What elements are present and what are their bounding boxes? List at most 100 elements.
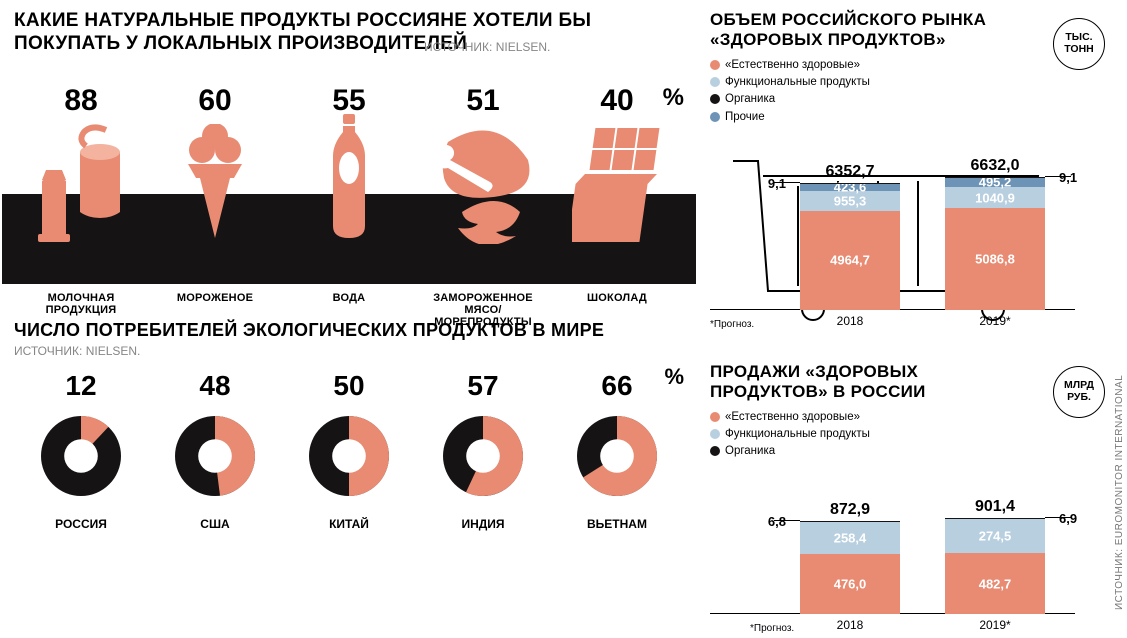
top-right-title: ОБЪЕМ РОССИЙСКОГО РЫНКА«ЗДОРОВЫХ ПРОДУКТ… <box>710 10 1105 51</box>
stacked-bar: 901,4482,7274,56,92019* <box>945 518 1045 615</box>
bar-total: 901,4 <box>945 498 1045 516</box>
bar-segment <box>800 521 900 522</box>
donut-value: 12 <box>14 370 148 402</box>
legend-item: «Естественно здоровые» <box>710 409 1105 426</box>
icecream-icon <box>148 124 282 244</box>
bottom-left-source: ИСТОЧНИК: NIELSEN. <box>14 344 684 358</box>
market-volume: ОБЪЕМ РОССИЙСКОГО РЫНКА«ЗДОРОВЫХ ПРОДУКТ… <box>710 10 1105 334</box>
seg-value: 274,5 <box>979 529 1012 544</box>
product-item: 60МОРОЖЕНОЕ <box>148 84 282 244</box>
seg-value: 5086,8 <box>975 251 1015 266</box>
donut-item: 57 ИНДИЯ <box>416 370 550 531</box>
bar-segment: 4964,7 <box>800 211 900 310</box>
product-label: МОЛОЧНАЯПРОДУКЦИЯ <box>14 292 148 316</box>
stack-chart-bottom: 872,9476,0258,46,82018901,4482,7274,56,9… <box>710 468 1105 638</box>
legend-item: Функциональные продукты <box>710 426 1105 443</box>
donut-item: 12 РОССИЯ <box>14 370 148 531</box>
top-left-title: КАКИЕ НАТУРАЛЬНЫЕ ПРОДУКТЫ РОССИЯНЕ ХОТЕ… <box>14 10 684 56</box>
bar-total: 6632,0 <box>945 157 1045 175</box>
products-chart: % 88МОЛОЧНАЯПРОДУКЦИЯ60МОРОЖЕНОЕ55ВОДА51… <box>14 84 684 324</box>
leader-line <box>1045 176 1071 177</box>
dairy-icon <box>14 124 148 244</box>
donut-item: 48 США <box>148 370 282 531</box>
bar-xlabel: 2018 <box>800 310 900 328</box>
meat-fish-icon <box>416 124 550 244</box>
product-label: ШОКОЛАД <box>550 292 684 304</box>
donut-item: 50 КИТАЙ <box>282 370 416 531</box>
donut-icon <box>299 406 399 506</box>
bar-segment: 5086,8 <box>945 208 1045 310</box>
legend-item: «Естественно здоровые» <box>710 57 1105 74</box>
bar-segment: 258,4 <box>800 522 900 555</box>
left-column: КАКИЕ НАТУРАЛЬНЫЕ ПРОДУКТЫ РОССИЯНЕ ХОТЕ… <box>14 10 684 324</box>
product-item: 40ШОКОЛАД <box>550 84 684 244</box>
unit-badge-bottom: МЛРДРУБ. <box>1053 366 1105 418</box>
leader-line <box>1045 517 1071 518</box>
legend-top: «Естественно здоровые»Функциональные про… <box>710 57 1105 126</box>
right-column: ОБЪЕМ РОССИЙСКОГО РЫНКА«ЗДОРОВЫХ ПРОДУКТ… <box>710 10 1105 638</box>
bottle-icon <box>282 124 416 244</box>
seg-value: 9,1 <box>1045 170 1105 185</box>
donut-icon <box>567 406 667 506</box>
product-value: 60 <box>148 84 282 118</box>
bottom-left-title: ЧИСЛО ПОТРЕБИТЕЛЕЙ ЭКОЛОГИЧЕСКИХ ПРОДУКТ… <box>14 320 684 342</box>
bar-segment: 495,2 <box>945 177 1045 187</box>
product-value: 55 <box>282 84 416 118</box>
donut-label: США <box>148 517 282 531</box>
donut-icon <box>165 406 265 506</box>
seg-value: 4964,7 <box>830 253 870 268</box>
stacked-bar: 6352,74964,7955,3423,69,12018 <box>800 183 900 310</box>
source-vertical: ИСТОЧНИК: EUROMONITOR INTERNATIONAL <box>1114 200 1125 610</box>
donut-value: 50 <box>282 370 416 402</box>
leader-line <box>774 520 800 521</box>
donut-icon <box>31 406 131 506</box>
donut-label: ИНДИЯ <box>416 517 550 531</box>
product-item: 55ВОДА <box>282 84 416 244</box>
donut-item: 66ВЬЕТНАМ <box>550 370 684 531</box>
donut-label: РОССИЯ <box>14 517 148 531</box>
legend-bottom: «Естественно здоровые»Функциональные про… <box>710 409 1105 461</box>
infographic: КАКИЕ НАТУРАЛЬНЫЕ ПРОДУКТЫ РОССИЯНЕ ХОТЕ… <box>0 0 1127 630</box>
donut-label: ВЬЕТНАМ <box>550 517 684 531</box>
legend-item: Функциональные продукты <box>710 74 1105 91</box>
product-value: 40 <box>550 84 684 118</box>
bar-total: 872,9 <box>800 501 900 519</box>
seg-value: 258,4 <box>834 530 867 545</box>
unit-badge-top: ТЫС.ТОНН <box>1053 18 1105 70</box>
donut-label: КИТАЙ <box>282 517 416 531</box>
donut-value: 57 <box>416 370 550 402</box>
legend-item: Прочие <box>710 109 1105 126</box>
bar-segment: 423,6 <box>800 183 900 191</box>
product-item: 88МОЛОЧНАЯПРОДУКЦИЯ <box>14 84 148 244</box>
seg-value: 955,3 <box>834 193 867 208</box>
seg-value: 6,9 <box>1045 511 1105 526</box>
product-value: 51 <box>416 84 550 118</box>
seg-value: 9,1 <box>740 176 800 191</box>
bar-segment: 274,5 <box>945 519 1045 554</box>
product-label: ВОДА <box>282 292 416 304</box>
bar-segment: 1040,9 <box>945 187 1045 208</box>
percent-unit-2: % <box>664 364 684 390</box>
stack-chart-top: 6352,74964,7955,3423,69,120186632,05086,… <box>710 134 1105 334</box>
eco-chart: ЧИСЛО ПОТРЕБИТЕЛЕЙ ЭКОЛОГИЧЕСКИХ ПРОДУКТ… <box>14 320 684 531</box>
footnote-bot: *Прогноз. <box>750 623 794 634</box>
chocolate-icon <box>550 124 684 244</box>
bar-segment <box>945 518 1045 519</box>
stacked-bar: 6632,05086,81040,9495,29,12019* <box>945 177 1045 310</box>
product-label: МОРОЖЕНОЕ <box>148 292 282 304</box>
legend-item: Органика <box>710 443 1105 460</box>
product-value: 88 <box>14 84 148 118</box>
bar-xlabel: 2019* <box>945 310 1045 328</box>
seg-value: 482,7 <box>979 576 1012 591</box>
seg-value: 6,8 <box>740 514 800 529</box>
stacked-bar: 872,9476,0258,46,82018 <box>800 521 900 615</box>
product-item: 51ЗАМОРОЖЕННОЕ МЯСО/МОРЕПРОДУКТЫ <box>416 84 550 244</box>
bottom-right-title: ПРОДАЖИ «ЗДОРОВЫХПРОДУКТОВ» В РОССИИ <box>710 362 1105 403</box>
donut-value: 48 <box>148 370 282 402</box>
legend-item: Органика <box>710 91 1105 108</box>
seg-value: 1040,9 <box>975 190 1015 205</box>
donut-icon <box>433 406 533 506</box>
top-left-source: ИСТОЧНИК: NIELSEN. <box>414 40 550 54</box>
bar-segment: 476,0 <box>800 554 900 614</box>
bar-segment: 482,7 <box>945 553 1045 614</box>
